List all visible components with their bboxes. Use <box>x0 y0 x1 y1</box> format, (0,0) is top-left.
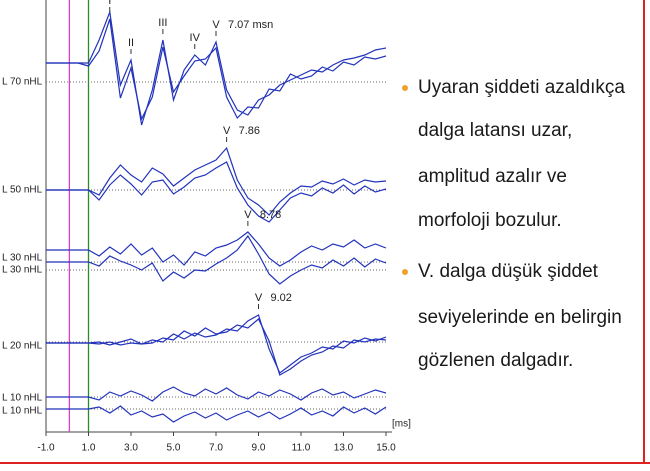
level-label: L 20 nHL <box>2 341 43 352</box>
bullet-text: dalga latansı uzar, <box>418 120 572 141</box>
bullet-text: V. dalga düşük şiddet <box>418 261 599 282</box>
bullet-text: Uyaran şiddeti azaldıkça <box>418 77 625 98</box>
x-tick-label: 7.0 <box>209 443 223 454</box>
x-tick-label: 5.0 <box>167 443 181 454</box>
peak-label: V <box>223 125 231 137</box>
x-tick-label: 1.0 <box>82 443 96 454</box>
level-label: L 30 nHL <box>2 253 43 264</box>
bullet-dot <box>402 85 408 91</box>
latency-label: 8.78 <box>260 209 281 221</box>
peak-label: IV <box>190 32 201 44</box>
peak-label: V <box>255 292 263 304</box>
bullet-text: morfoloji bozulur. <box>418 210 562 231</box>
waveform <box>46 231 387 267</box>
x-tick-label: 9.0 <box>252 443 266 454</box>
peak-label: V <box>244 209 252 221</box>
x-tick-label: -1.0 <box>37 443 55 454</box>
peak-label: II <box>128 37 134 49</box>
waveform <box>46 234 387 285</box>
waveform <box>46 386 387 402</box>
bullet-text: seviyelerinde en belirgin <box>418 307 622 328</box>
bullet-text: gözlenen dalgadır. <box>418 350 573 371</box>
level-label: L 70 nHL <box>2 77 43 88</box>
waveform <box>46 18 387 121</box>
bullet-dot <box>402 269 408 275</box>
peak-label: V <box>212 19 220 31</box>
latency-label: 7.07 msn <box>228 19 273 31</box>
waveform <box>46 161 387 223</box>
level-label: L 10 nHL <box>2 393 43 404</box>
waveform <box>46 9 387 126</box>
bullet-text: amplitud azalır ve <box>418 166 567 187</box>
level-label: L 30 nHL <box>2 265 43 276</box>
level-label: L 50 nHL <box>2 185 43 196</box>
x-tick-label: 13.0 <box>334 443 354 454</box>
latency-label: 9.02 <box>271 292 292 304</box>
waveform <box>46 405 387 423</box>
x-tick-label: 15.0 <box>376 443 396 454</box>
x-tick-label: 3.0 <box>124 443 138 454</box>
peak-label: I <box>108 0 111 7</box>
peak-label: III <box>158 17 167 29</box>
waveform <box>46 318 387 376</box>
level-label: L 10 nHL <box>2 406 43 417</box>
waveform <box>46 314 387 374</box>
waveform <box>46 146 387 216</box>
x-tick-label: 11.0 <box>292 443 311 454</box>
x-unit: [ms] <box>392 419 411 430</box>
latency-label: 7.86 <box>239 125 260 137</box>
